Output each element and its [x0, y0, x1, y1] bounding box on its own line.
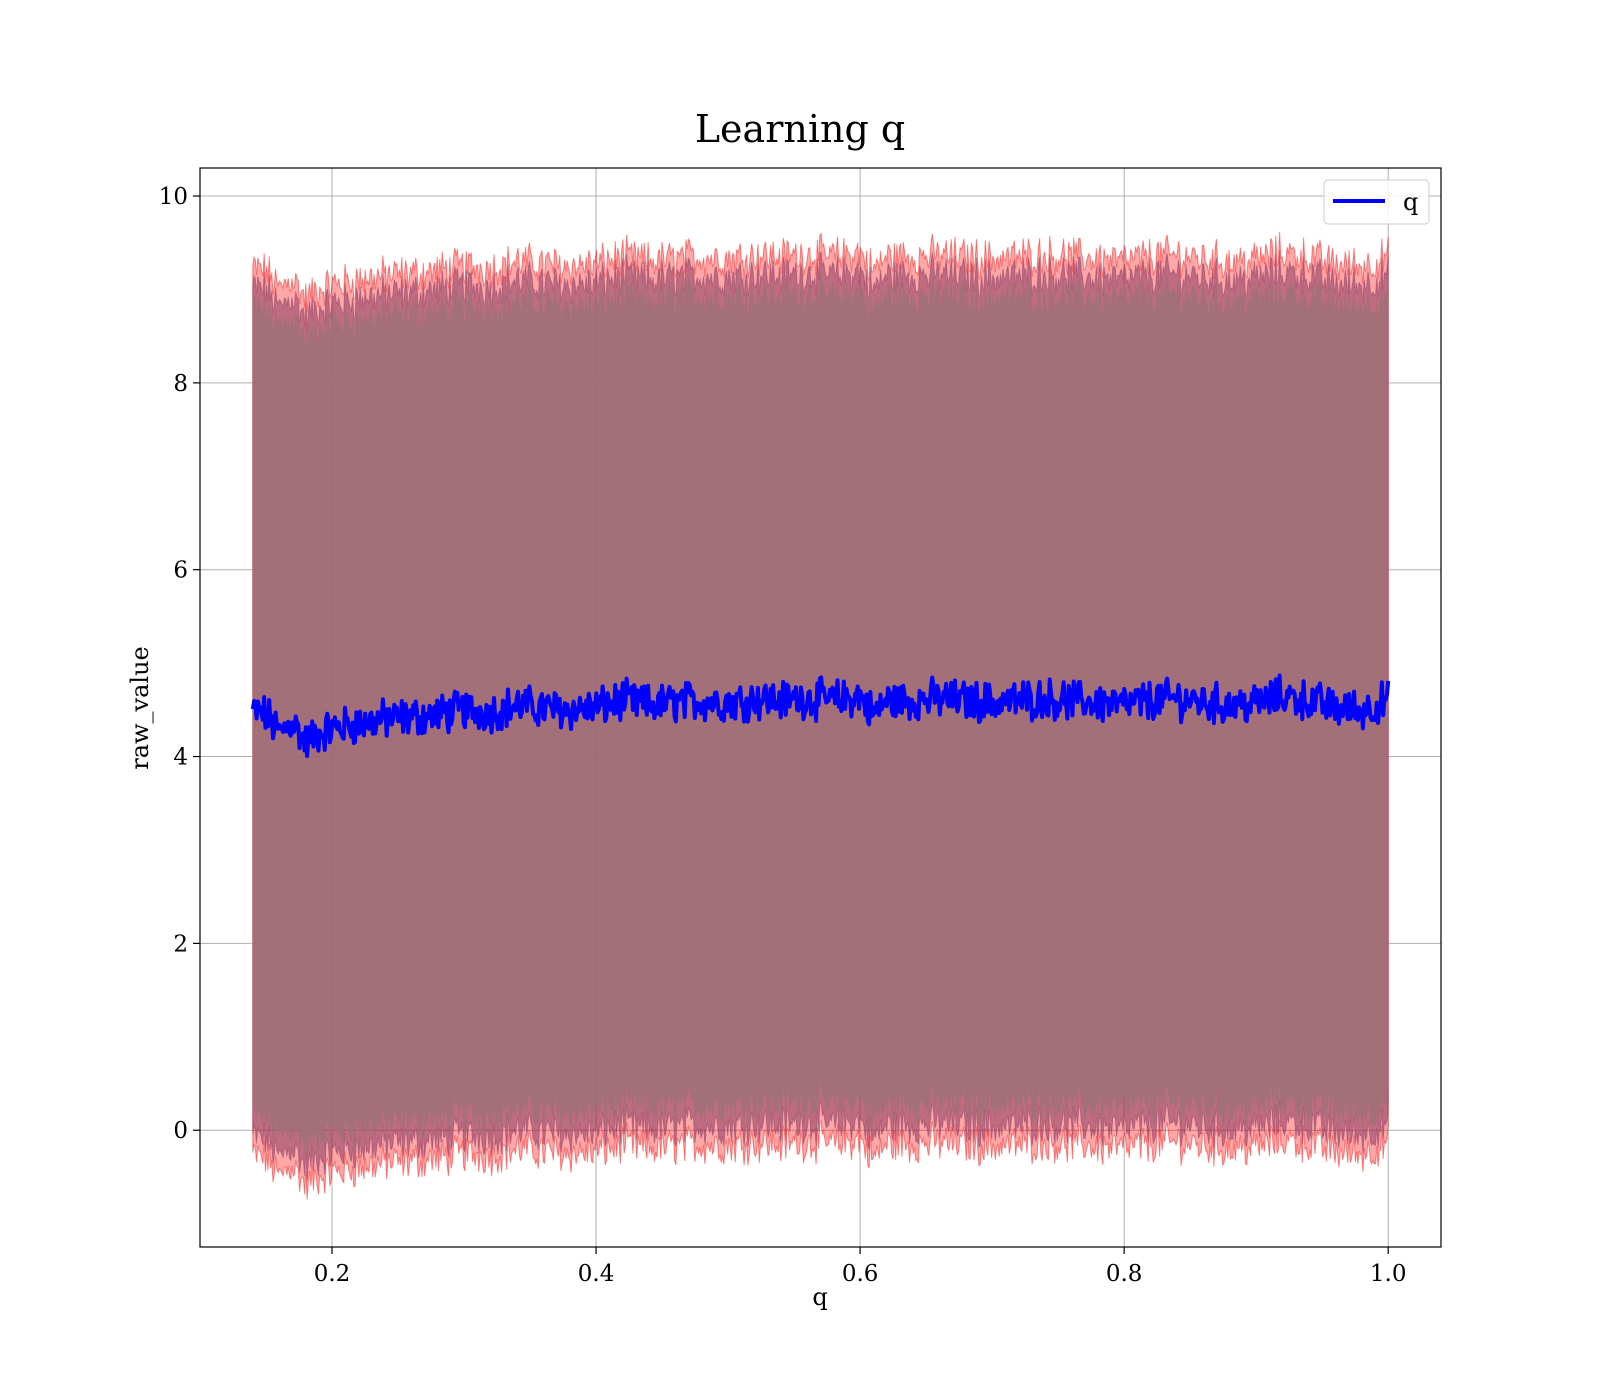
- y-tick-label: 10: [159, 184, 188, 210]
- x-tick-label: 0.2: [314, 1261, 351, 1287]
- legend: q: [1323, 179, 1430, 225]
- confidence-bands: [252, 231, 1389, 1200]
- y-ticks: 0 2 4 6 8 10: [159, 184, 200, 1144]
- y-tick-label: 2: [173, 931, 188, 957]
- y-tick-label: 0: [173, 1118, 188, 1144]
- x-tick-label: 0.4: [578, 1261, 615, 1287]
- band-core: [252, 269, 1389, 1163]
- y-tick-label: 6: [173, 558, 188, 584]
- legend-label-q: q: [1403, 188, 1418, 216]
- x-tick-label: 0.8: [1106, 1261, 1143, 1287]
- plot-frame: [199, 167, 1442, 1248]
- series-lines: [250, 673, 1391, 758]
- y-axis-label: raw_value: [126, 646, 154, 770]
- y-tick-label: 4: [173, 745, 188, 771]
- x-ticks: 0.2 0.4 0.6 0.8 1.0: [314, 1247, 1407, 1287]
- series-line-q: [250, 673, 1391, 758]
- x-tick-label: 1.0: [1370, 1261, 1407, 1287]
- chart-title: Learning q: [695, 107, 905, 151]
- x-tick-label: 0.6: [842, 1261, 879, 1287]
- y-tick-label: 8: [173, 371, 188, 397]
- x-axis-label: q: [812, 1283, 827, 1311]
